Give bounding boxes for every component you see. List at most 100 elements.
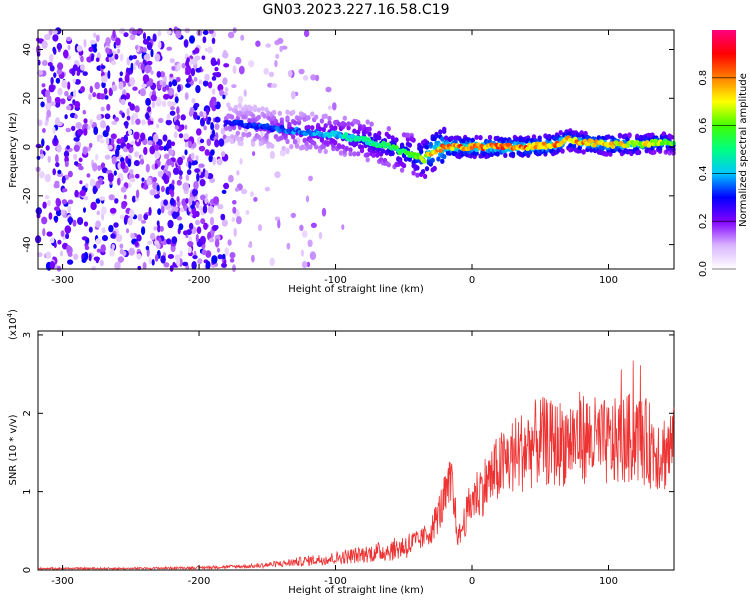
spectrogram-noise-cell <box>107 70 111 80</box>
spectrogram-band-cell <box>348 151 353 157</box>
spectrogram-noise-cell <box>199 111 204 118</box>
spectrogram-band-cell <box>239 136 244 142</box>
spectrogram-noise-cell <box>66 244 71 253</box>
spectrogram-noise-cell <box>224 247 229 256</box>
spectrogram-noise-cell <box>171 211 179 220</box>
spectrogram-band-cell <box>636 149 642 155</box>
spectrogram-noise-cell <box>141 219 147 224</box>
spectrogram-noise-cell <box>154 150 161 160</box>
spectrogram-noise-cell <box>217 204 224 210</box>
spectrogram-noise-cell <box>169 110 176 116</box>
spectrogram-noise-cell <box>79 189 86 197</box>
spectrogram-noise-cell <box>183 133 190 140</box>
spectrogram-noise-cell <box>163 93 170 100</box>
snr-y-tick-label: 0 <box>22 567 33 573</box>
spectrogram-noise-cell <box>218 138 225 147</box>
spectrogram-noise-cell <box>121 112 125 118</box>
spectrogram-noise-cell <box>129 178 136 183</box>
spectrogram-band-cell <box>270 143 275 149</box>
spectrogram-band-cell <box>308 144 313 150</box>
spectrogram-noise-cell <box>174 125 180 130</box>
spectrogram-noise-cell <box>83 221 89 227</box>
spectrogram-noise-cell <box>193 180 199 190</box>
spectrogram-band-cell <box>367 147 372 153</box>
spectrogram-noise-cell <box>113 170 117 176</box>
spectrogram-noise-cell <box>250 191 254 197</box>
spectrogram-noise-cell <box>176 200 181 207</box>
spectrogram-noise-cell <box>201 249 207 256</box>
spectrogram-noise-cell <box>205 260 211 270</box>
spectrogram-band-cell <box>239 140 244 147</box>
spectrogram-noise-cell <box>143 213 149 220</box>
spectrogram-noise-cell <box>117 48 121 54</box>
spectrogram-noise-cell <box>109 207 117 214</box>
spectrogram-noise-cell <box>89 178 96 187</box>
spectrogram-x-tick-label: 100 <box>599 275 618 286</box>
spectrogram-noise-cell <box>126 228 129 234</box>
spectrogram-noise-cell <box>56 144 62 153</box>
spectrogram-noise-cell <box>79 180 83 185</box>
spectrogram-noise-cell <box>101 227 106 234</box>
spectrogram-noise-cell <box>107 144 113 150</box>
spectrogram-noise-cell <box>64 160 69 168</box>
spectrogram-noise-cell <box>105 37 111 45</box>
spectrogram-noise-cell <box>174 207 179 213</box>
spectrogram-band-cell <box>422 173 428 179</box>
spectrogram-noise-cell <box>227 239 232 246</box>
spectrogram-noise-cell <box>248 60 255 68</box>
colorbar-tick-label: 0.8 <box>698 70 709 86</box>
spectrogram-noise-cell <box>66 36 72 42</box>
spectrogram-ridge-cell <box>585 141 591 147</box>
spectrogram-noise-cell <box>102 235 108 242</box>
spectrogram-noise-cell <box>120 98 126 106</box>
spectrogram-noise-cell <box>45 145 50 151</box>
spectrogram-noise-cell <box>54 206 60 212</box>
spectrogram-noise-cell <box>67 44 71 51</box>
spectrogram-noise-cell <box>194 210 200 218</box>
spectrogram-ridge-cell <box>366 137 372 142</box>
spectrogram-noise-cell <box>233 227 237 237</box>
spectrogram-noise-cell <box>135 173 140 179</box>
spectrogram-noise-cell <box>204 47 209 52</box>
spectrogram-noise-cell <box>98 177 103 185</box>
spectrogram-band-cell <box>367 131 372 137</box>
spectrogram-noise-cell <box>45 251 52 259</box>
spectrogram-band-cell <box>401 163 407 169</box>
spectrogram-noise-cell <box>129 103 136 111</box>
spectrogram-noise-cell <box>162 173 167 182</box>
snr-series-line <box>37 360 675 571</box>
spectrogram-noise-cell <box>87 125 91 130</box>
spectrogram-noise-cell <box>210 57 217 67</box>
spectrogram-noise-cell <box>290 212 296 219</box>
spectrogram-noise-cell <box>269 150 275 160</box>
spectrogram-band-cell <box>419 145 424 151</box>
spectrogram-noise-cell <box>141 83 147 88</box>
spectrogram-noise-cell <box>169 58 175 64</box>
spectrogram-noise-cell <box>206 138 212 147</box>
spectrogram-noise-cell <box>166 46 172 51</box>
snr-x-tick-label: -100 <box>324 576 347 587</box>
spectrogram-noise-cell <box>115 234 123 242</box>
snr-x-tick-label: 100 <box>599 576 618 587</box>
spectrogram-band-cell <box>635 133 640 139</box>
spectrogram-noise-cell <box>198 163 205 168</box>
spectrogram-band-cell <box>365 119 370 125</box>
spectrogram-noise-cell <box>165 119 172 126</box>
spectrogram-noise-cell <box>93 32 97 38</box>
spectrogram-noise-cell <box>35 207 42 215</box>
spectrogram-noise-cell <box>162 86 167 92</box>
colorbar-gradient <box>712 30 736 269</box>
spectrogram-noise-cell <box>133 131 140 140</box>
spectrogram-band-cell <box>235 130 240 136</box>
spectrogram-noise-cell <box>221 189 227 194</box>
spectrogram-noise-cell <box>95 256 100 264</box>
spectrogram-noise-cell <box>148 206 152 216</box>
spectrogram-noise-cell <box>55 77 61 84</box>
spectrogram-band-cell <box>287 121 292 128</box>
spectrogram-noise-cell <box>194 47 200 54</box>
spectrogram-noise-cell <box>99 259 104 267</box>
spectrogram-noise-cell <box>185 66 192 76</box>
snr-panel: -300 -200 -100 0 100 0 1 2 3 Height of straight … <box>6 309 675 596</box>
spectrogram-noise-cell <box>132 55 138 60</box>
spectrogram-band-cell <box>281 145 286 151</box>
